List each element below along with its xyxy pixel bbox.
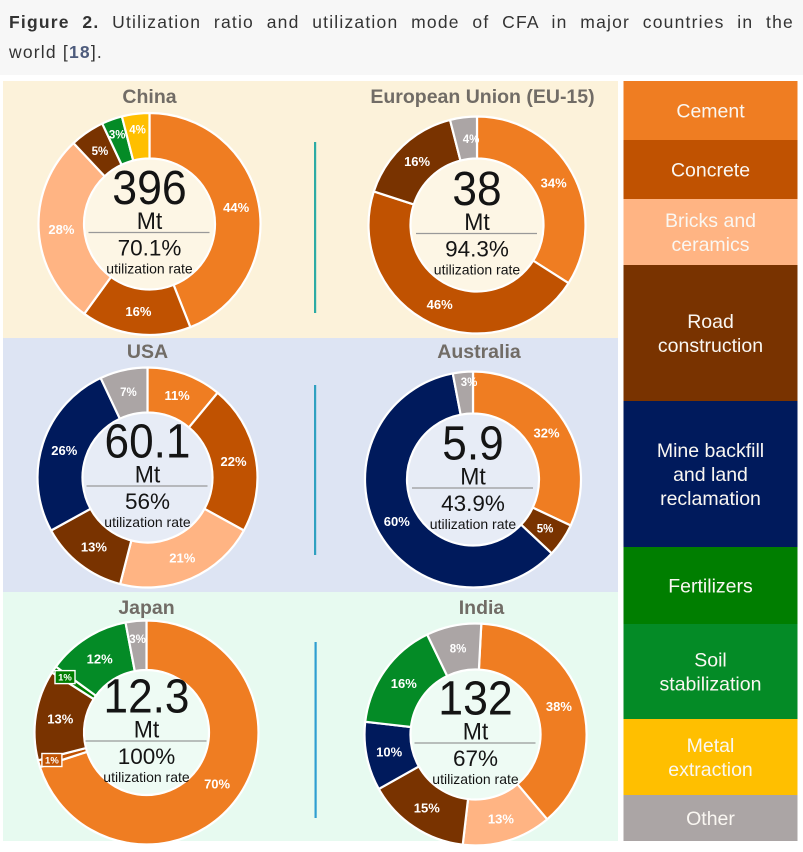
svg-text:utilization rate: utilization rate bbox=[104, 514, 191, 530]
svg-text:11%: 11% bbox=[164, 388, 190, 403]
svg-text:60.1: 60.1 bbox=[105, 416, 191, 469]
svg-text:Mt: Mt bbox=[137, 208, 163, 235]
svg-text:construction: construction bbox=[658, 335, 763, 357]
svg-text:32%: 32% bbox=[533, 426, 559, 441]
svg-text:China: China bbox=[122, 86, 176, 108]
svg-text:21%: 21% bbox=[169, 551, 195, 566]
svg-text:7%: 7% bbox=[120, 387, 137, 399]
svg-text:132: 132 bbox=[438, 673, 513, 726]
svg-text:100%: 100% bbox=[118, 744, 176, 769]
svg-text:Mt: Mt bbox=[464, 209, 490, 236]
svg-text:3%: 3% bbox=[461, 377, 478, 389]
svg-text:1%: 1% bbox=[58, 673, 72, 684]
svg-text:India: India bbox=[459, 597, 505, 619]
svg-text:15%: 15% bbox=[414, 801, 440, 816]
svg-text:Mt: Mt bbox=[135, 462, 161, 489]
svg-text:16%: 16% bbox=[391, 676, 417, 691]
svg-text:44%: 44% bbox=[223, 200, 249, 215]
svg-text:extraction: extraction bbox=[668, 759, 753, 781]
svg-text:Fertilizers: Fertilizers bbox=[668, 575, 753, 597]
svg-text:13%: 13% bbox=[81, 539, 107, 554]
svg-text:Metal: Metal bbox=[687, 735, 735, 757]
svg-text:3%: 3% bbox=[109, 130, 126, 142]
svg-text:1%: 1% bbox=[45, 755, 59, 766]
svg-text:European Union (EU-15): European Union (EU-15) bbox=[370, 86, 594, 108]
svg-text:10%: 10% bbox=[376, 745, 402, 760]
svg-text:Australia: Australia bbox=[437, 341, 521, 363]
svg-text:Concrete: Concrete bbox=[671, 159, 750, 181]
svg-text:Soil: Soil bbox=[694, 649, 727, 671]
svg-text:12%: 12% bbox=[87, 652, 113, 667]
svg-text:5%: 5% bbox=[537, 524, 554, 536]
svg-text:70%: 70% bbox=[204, 777, 230, 792]
svg-text:70.1%: 70.1% bbox=[118, 235, 182, 260]
svg-text:Mt: Mt bbox=[463, 719, 489, 746]
svg-text:38%: 38% bbox=[546, 699, 572, 714]
svg-text:Mine backfill: Mine backfill bbox=[657, 440, 764, 462]
svg-text:4%: 4% bbox=[129, 125, 146, 137]
svg-text:13%: 13% bbox=[47, 712, 73, 727]
svg-text:Bricks and: Bricks and bbox=[665, 210, 756, 232]
svg-text:8%: 8% bbox=[450, 643, 467, 655]
svg-text:22%: 22% bbox=[220, 454, 246, 469]
svg-text:67%: 67% bbox=[453, 746, 498, 771]
svg-text:Road: Road bbox=[687, 311, 734, 333]
svg-text:13%: 13% bbox=[488, 811, 514, 826]
svg-text:16%: 16% bbox=[125, 304, 151, 319]
svg-text:utilization rate: utilization rate bbox=[430, 516, 517, 532]
svg-text:94.3%: 94.3% bbox=[445, 236, 509, 261]
svg-text:Japan: Japan bbox=[118, 597, 174, 619]
svg-text:utilization rate: utilization rate bbox=[103, 769, 190, 785]
svg-text:60%: 60% bbox=[384, 514, 410, 529]
svg-text:56%: 56% bbox=[125, 489, 170, 514]
svg-text:4%: 4% bbox=[463, 134, 480, 146]
svg-text:utilization rate: utilization rate bbox=[432, 771, 519, 787]
svg-text:utilization rate: utilization rate bbox=[106, 260, 193, 276]
svg-text:Other: Other bbox=[686, 808, 735, 830]
svg-text:utilization rate: utilization rate bbox=[434, 261, 521, 277]
svg-text:34%: 34% bbox=[541, 176, 567, 191]
svg-text:Cement: Cement bbox=[676, 100, 745, 122]
svg-text:396: 396 bbox=[112, 162, 187, 215]
svg-text:38: 38 bbox=[452, 163, 501, 216]
svg-text:5%: 5% bbox=[92, 146, 109, 158]
svg-text:43.9%: 43.9% bbox=[441, 491, 505, 516]
svg-text:16%: 16% bbox=[404, 154, 430, 169]
svg-text:Mt: Mt bbox=[134, 717, 160, 744]
svg-text:stabilization: stabilization bbox=[660, 673, 762, 695]
svg-text:26%: 26% bbox=[51, 443, 77, 458]
svg-text:12.3: 12.3 bbox=[104, 671, 190, 724]
svg-text:and land: and land bbox=[673, 464, 748, 486]
svg-text:USA: USA bbox=[127, 341, 168, 363]
svg-text:5.9: 5.9 bbox=[442, 418, 503, 471]
svg-text:46%: 46% bbox=[427, 297, 453, 312]
svg-text:3%: 3% bbox=[129, 634, 146, 646]
svg-text:Mt: Mt bbox=[460, 464, 486, 491]
svg-text:ceramics: ceramics bbox=[671, 234, 749, 256]
svg-text:28%: 28% bbox=[48, 222, 74, 237]
svg-text:reclamation: reclamation bbox=[660, 488, 761, 510]
